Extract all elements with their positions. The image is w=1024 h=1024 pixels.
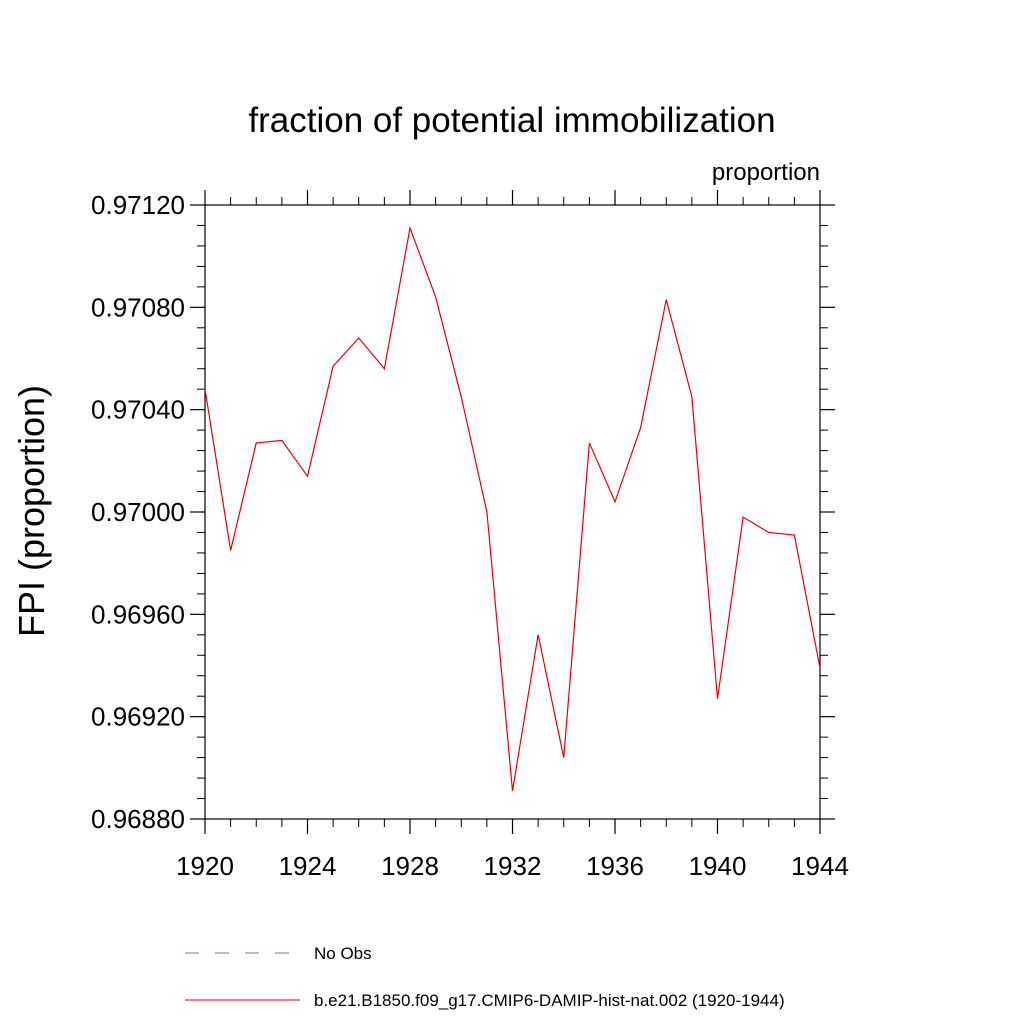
x-axis: 1920 1924 1928 1932 1936 1940 1944 — [176, 190, 849, 881]
x-tick-label: 1932 — [484, 851, 542, 881]
y-axis-label: FPI (proportion) — [11, 385, 52, 637]
y-tick-label: 0.96960 — [91, 599, 185, 629]
y-tick-label: 0.97040 — [91, 395, 185, 425]
x-tick-label: 1936 — [586, 851, 644, 881]
y-tick-label: 0.97080 — [91, 292, 185, 322]
x-tick-label: 1920 — [176, 851, 234, 881]
x-tick-label: 1940 — [689, 851, 747, 881]
legend-label-no-obs: No Obs — [314, 944, 372, 963]
y-axis: 0.96880 0.96920 0.96960 0.97000 0.97040 0.970… — [91, 190, 835, 834]
x-tick-label: 1924 — [279, 851, 337, 881]
series-line-model — [204, 225, 821, 791]
legend-label-model: b.e21.B1850.f09_g17.CMIP6-DAMIP-hist-nat… — [314, 991, 785, 1010]
x-tick-label: 1944 — [791, 851, 849, 881]
y-tick-label: 0.97120 — [91, 190, 185, 220]
chart-title: fraction of potential immobilization — [248, 101, 775, 140]
series-layer — [204, 225, 821, 791]
units-label: proportion — [712, 159, 820, 186]
legend: No Obs b.e21.B1850.f09_g17.CMIP6-DAMIP-h… — [185, 944, 785, 1010]
y-tick-label: 0.97000 — [91, 497, 185, 527]
plot-frame — [204, 204, 821, 820]
x-tick-label: 1928 — [381, 851, 439, 881]
y-tick-label: 0.96880 — [91, 804, 185, 834]
y-tick-label: 0.96920 — [91, 702, 185, 732]
